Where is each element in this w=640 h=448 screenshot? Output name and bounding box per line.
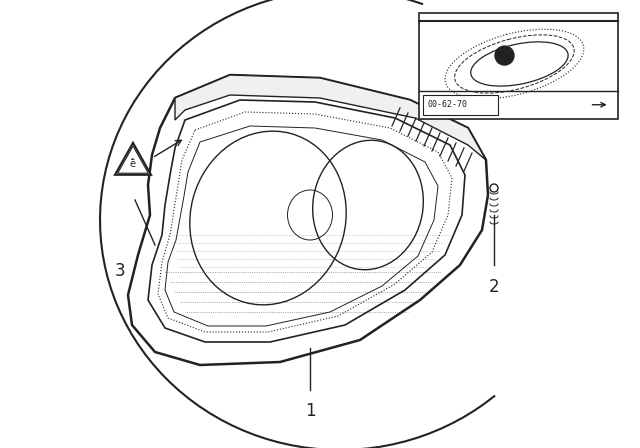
Text: 00-62-70: 00-62-70 <box>428 100 467 109</box>
Text: 1: 1 <box>305 402 316 420</box>
Circle shape <box>490 184 498 192</box>
Text: 3: 3 <box>115 262 125 280</box>
Polygon shape <box>115 143 151 175</box>
Polygon shape <box>148 100 465 342</box>
Circle shape <box>495 46 514 65</box>
Text: 2: 2 <box>489 278 499 296</box>
Bar <box>423 95 498 115</box>
Polygon shape <box>128 75 488 365</box>
Bar <box>419 13 618 119</box>
Polygon shape <box>175 75 486 160</box>
Text: ẽ̂: ẽ̂ <box>130 159 136 169</box>
